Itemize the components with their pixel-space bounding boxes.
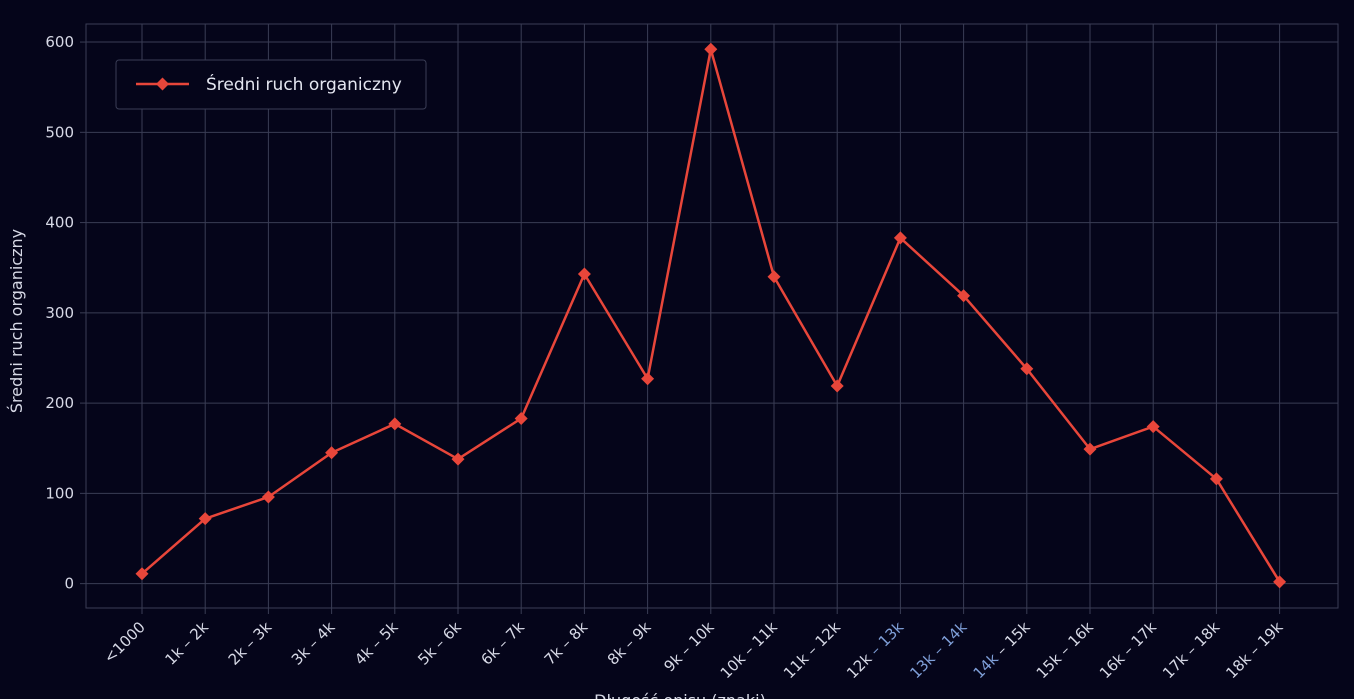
x-tick-label: 3k – 4k	[288, 618, 339, 669]
data-point-marker	[577, 267, 591, 281]
data-point-marker	[1209, 472, 1223, 486]
data-point-marker	[1020, 362, 1034, 376]
x-tick-label: 14k – 15k	[970, 618, 1034, 682]
x-tick-label: 8k – 9k	[604, 618, 655, 669]
x-tick-label: 6k – 7k	[477, 618, 528, 669]
data-point-marker	[1146, 420, 1160, 434]
series-layer	[135, 42, 1287, 589]
grid	[86, 24, 1338, 608]
x-tick-label: 2k – 3k	[225, 618, 276, 669]
plot-frame	[85, 23, 1339, 609]
y-tick-label: 100	[45, 484, 74, 502]
data-point-marker	[1273, 575, 1287, 589]
x-tick-label: 12k – 13k	[843, 618, 907, 682]
y-tick-label: 0	[64, 575, 74, 593]
data-point-marker	[957, 289, 971, 303]
x-tick-label: 9k – 10k	[660, 618, 718, 676]
x-tick-label: <1000	[100, 618, 149, 667]
data-point-marker	[135, 567, 149, 581]
x-tick-label: 4k – 5k	[351, 618, 402, 669]
legend: Średni ruch organiczny	[115, 59, 427, 110]
x-tick-label-part: 13k – 14k	[906, 618, 970, 682]
data-point-marker	[198, 512, 212, 526]
y-tick-label: 400	[45, 214, 74, 232]
data-point-marker	[1083, 442, 1097, 456]
data-point-marker	[451, 452, 465, 466]
data-point-marker	[704, 42, 718, 56]
y-tick-label: 500	[45, 123, 74, 141]
x-axis-ticks: <1000 1k – 2k 2k – 3k 3k – 4k 4k – 5k 5k – 6k…	[100, 608, 1287, 682]
y-tick-label: 200	[45, 394, 74, 412]
x-tick-label: 11k – 12k	[780, 618, 844, 682]
legend-label: Średni ruch organiczny	[206, 73, 402, 95]
data-point-marker	[830, 379, 844, 393]
x-tick-label: 13k – 14k	[906, 618, 970, 682]
x-tick-label: 17k – 18k	[1159, 618, 1223, 682]
x-tick-label: 5k – 6k	[414, 618, 465, 669]
data-point-marker	[388, 417, 402, 431]
legend-marker-swatch	[156, 77, 169, 91]
data-point-marker	[767, 270, 781, 284]
x-axis-title: Długość opisu (znaki)	[594, 691, 766, 699]
x-tick-label: 10k – 11k	[717, 618, 781, 682]
data-point-marker	[325, 446, 339, 460]
data-point-marker	[893, 231, 907, 245]
x-tick-label: 16k – 17k	[1096, 618, 1160, 682]
x-tick-label-part: – 15k	[989, 618, 1034, 663]
x-tick-label: 7k – 8k	[541, 618, 592, 669]
y-axis-ticks: 0 100 200 300 400 500 600	[45, 33, 86, 593]
x-tick-label: 1k – 2k	[161, 618, 212, 669]
data-point-marker	[261, 490, 275, 504]
x-tick-label-part: – 13k	[863, 618, 908, 663]
y-tick-label: 300	[45, 304, 74, 322]
x-tick-label: 18k – 19k	[1222, 618, 1286, 682]
y-tick-label: 600	[45, 33, 74, 51]
y-axis-title: Średni ruch organiczny	[7, 229, 26, 413]
legend-box	[115, 59, 427, 110]
x-tick-label: 15k – 16k	[1033, 618, 1097, 682]
data-point-marker	[641, 372, 655, 386]
data-point-marker	[514, 411, 528, 425]
